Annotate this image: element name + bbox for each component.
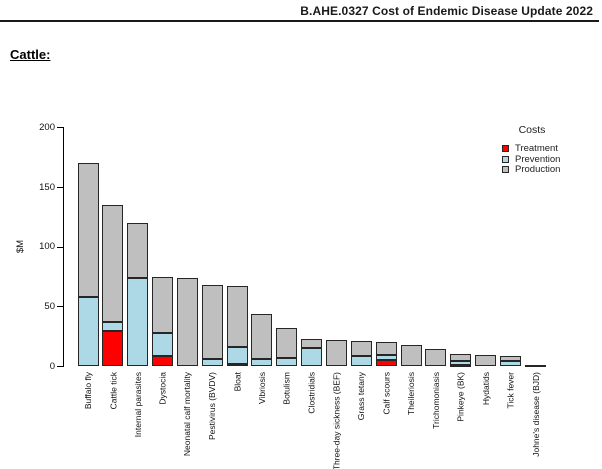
x-axis-category-label: Hydatids [480,372,491,406]
bar-segment-production [425,349,447,366]
document-header-title: B.AHE.0327 Cost of Endemic Disease Updat… [300,4,593,18]
bar-segment-treatment [102,331,124,366]
x-axis-category-label: Pinkeye (BK) [455,372,466,422]
section-title: Cattle: [10,47,51,62]
bar-segment-treatment [375,360,397,366]
bar-segment-production [326,339,347,366]
legend-label-production: Production [515,164,561,176]
y-axis-title: $M [15,239,27,254]
bar-segment-prevention [127,277,149,366]
legend-item-prevention: Prevention [502,154,590,165]
x-axis-category-label: Botulism [281,372,292,405]
bar-segment-production [400,344,422,366]
x-axis-category-label: Pestivirus (BVDV) [207,372,218,441]
legend-label-prevention: Prevention [515,153,561,165]
x-axis-category-label: Buffalo fly [83,372,93,410]
bar-segment-production [475,355,497,366]
bar-segment-production [301,338,323,349]
x-axis-category-label: Vibriosis [256,372,267,404]
legend-label-treatment: Treatment [515,142,558,154]
bar-segment-production [276,327,298,358]
y-axis-tick [57,246,63,248]
bar-segment-production [375,342,397,356]
legend-item-treatment: Treatment [502,143,590,154]
bar-segment-prevention [152,332,174,357]
x-axis-category-label: Bloat [232,372,243,392]
bar-segment-treatment [152,356,174,366]
bar-segment-prevention [77,296,99,366]
x-axis-category-label: Trichomoniasis [430,372,441,429]
bar-segment-production [176,277,198,366]
bar-segment-production [102,204,124,322]
x-axis-category-label: Three-day sickness (BEF) [331,372,342,469]
bar-segment-prevention [226,346,248,364]
bar-segment-prevention [201,358,223,366]
bar-segment-production [77,163,99,297]
bar-segment-prevention [301,348,323,366]
y-axis-tick [57,366,63,367]
y-axis-tick-label: 150 [39,181,55,193]
y-axis-tick-label: 100 [39,241,55,253]
bar-segment-prevention [375,355,397,361]
production-color-swatch [502,166,509,174]
bar-segment-production [152,276,174,333]
y-axis-line [63,127,64,367]
treatment-color-swatch [502,144,509,152]
x-axis-category-label: Tick fever [505,372,516,409]
x-axis-category-label: Cattle tick [107,372,118,410]
bar-segment-prevention [251,358,273,366]
y-axis-tick-label: 50 [44,300,55,312]
legend-title: Costs [518,124,546,136]
bar-segment-prevention [276,357,298,366]
bar-segment-production [201,284,223,359]
x-axis-category-label: Neonatal calf mortality [182,372,193,457]
x-axis-category-label: Johne's disease (BJD) [530,372,541,457]
bar-segment-production [251,313,273,359]
legend-item-production: Production [502,164,590,175]
bar-segment-prevention [499,361,521,366]
y-axis-tick [57,127,63,129]
x-axis-category-label: Calf scours [381,372,392,415]
x-axis-category-label: Theileriosis [406,372,417,415]
bar-segment-production [127,222,149,278]
bar-segment-treatment [450,364,472,367]
header-rule [0,20,599,22]
bar-segment-production [499,356,521,362]
bar-segment-treatment [226,363,248,366]
y-axis-tick-label: 200 [39,121,55,133]
bar-segment-prevention [102,321,124,332]
chart-legend: Costs Treatment Prevention Production [490,124,590,175]
x-axis-category-label: Clostridials [306,372,317,414]
x-axis-category-label: Grass tetany [356,372,367,421]
y-axis-tick-label: 0 [49,360,55,372]
prevention-color-swatch [502,155,509,163]
x-axis-category-label: Dystocia [157,372,168,405]
bar-segment-prevention [450,361,472,365]
y-axis-tick [57,187,63,189]
bar-segment-production [450,354,472,362]
bar-segment-production [226,286,248,347]
bar-segment-production [350,340,372,357]
x-axis-category-label: Internal parasites [132,372,143,438]
y-axis-tick [57,306,63,308]
bar-segment-prevention [350,356,372,366]
bar-segment-production [524,364,546,367]
